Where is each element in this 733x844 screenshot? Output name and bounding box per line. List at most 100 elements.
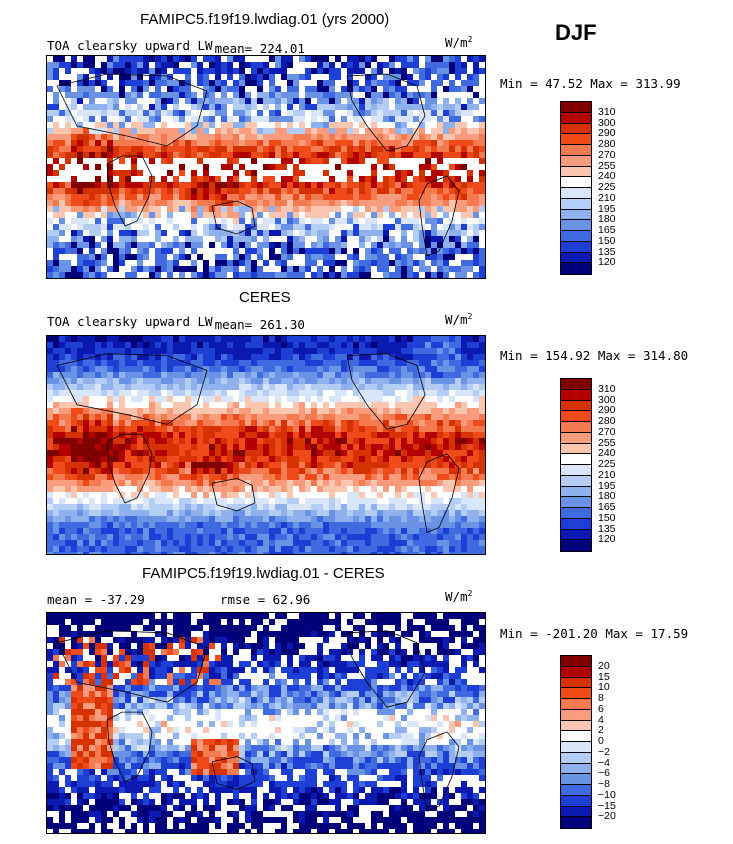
colorbar-tick-label: 195	[598, 202, 616, 215]
colorbar-tick-label: 225	[598, 181, 616, 193]
colorbar-tick-label: 180	[598, 213, 616, 226]
colorbar-tick-label: 165	[598, 224, 616, 236]
colorbar-tick-label: −10	[598, 788, 616, 801]
colorbar-tick-label: 150	[598, 234, 616, 247]
colorbar-tick-label: −4	[598, 756, 610, 769]
colorbar-box	[561, 508, 591, 519]
colorbar-tick-label: 120	[598, 256, 616, 269]
colorbar-tick-label: 4	[598, 713, 604, 726]
colorbar-box	[561, 752, 591, 764]
colorbar-tick-label: −6	[598, 767, 610, 780]
colorbar-box	[561, 379, 591, 390]
colorbar-tick-label: 210	[598, 191, 616, 204]
colorbar-tick-label: 310	[598, 105, 616, 118]
colorbar-box	[561, 263, 591, 274]
colorbar-box	[561, 785, 591, 796]
colorbar-box	[561, 422, 591, 433]
colorbar-box	[561, 123, 591, 135]
colorbar-box	[561, 529, 591, 541]
panel2-field: TOA clearsky upward LW	[47, 314, 213, 329]
colorbar-tick-label: 195	[598, 479, 616, 492]
colorbar-box	[561, 443, 591, 455]
colorbar-box	[561, 720, 591, 732]
colorbar-tick-label: 280	[598, 138, 616, 150]
panel2-colorbar	[560, 378, 592, 552]
colorbar-tick-label: 240	[598, 170, 616, 183]
colorbar-tick-label: 240	[598, 447, 616, 460]
colorbar-tick-label: 225	[598, 458, 616, 470]
panel1-field-label: TOA clearsky upward LW mean= 224.01	[47, 39, 305, 56]
colorbar-box	[561, 241, 591, 253]
panel1-mean: mean= 224.01	[214, 41, 305, 56]
colorbar-tick-label: 270	[598, 425, 616, 438]
colorbar-box	[561, 688, 591, 699]
colorbar-tick-label: 290	[598, 127, 616, 140]
colorbar-box	[561, 188, 591, 199]
panel2-mean: mean= 261.30	[214, 317, 305, 332]
panel1-map	[46, 55, 486, 279]
colorbar-box	[561, 486, 591, 498]
colorbar-tick-label: 10	[598, 681, 610, 694]
panel1-title: FAMIPC5.f19f19.lwdiag.01 (yrs 2000)	[140, 11, 390, 28]
colorbar-tick-label: 15	[598, 670, 610, 683]
colorbar-box	[561, 134, 591, 145]
colorbar-tick-label: 255	[598, 159, 616, 172]
panel2-units: W/m2	[445, 312, 473, 328]
panel1-colorbar	[560, 101, 592, 275]
colorbar-tick-label: 6	[598, 702, 604, 715]
colorbar-tick-label: −2	[598, 745, 610, 758]
colorbar-tick-label: 300	[598, 116, 616, 129]
colorbar-box	[561, 112, 591, 124]
colorbar-tick-label: 135	[598, 245, 616, 258]
panel3-colorbar	[560, 655, 592, 829]
colorbar-box	[561, 220, 591, 231]
season-label: DJF	[555, 20, 597, 45]
colorbar-box	[561, 540, 591, 551]
panel1-field-plot	[47, 56, 485, 278]
colorbar-box	[561, 497, 591, 508]
colorbar-tick-label: 0	[598, 735, 604, 747]
panel1-minmax: Min = 47.52 Max = 313.99	[500, 76, 681, 91]
colorbar-tick-label: 300	[598, 393, 616, 406]
colorbar-box	[561, 209, 591, 221]
colorbar-tick-label: 210	[598, 468, 616, 481]
panel3-rmse: rmse = 62.96	[220, 592, 311, 607]
colorbar-tick-label: 135	[598, 522, 616, 535]
colorbar-tick-label: 2	[598, 724, 604, 737]
panel2-field-plot	[47, 336, 485, 554]
colorbar-tick-label: 20	[598, 659, 610, 672]
panel3-map	[46, 612, 486, 834]
colorbar-tick-label: 8	[598, 692, 604, 704]
colorbar-tick-label: −15	[598, 799, 616, 812]
colorbar-box	[561, 742, 591, 753]
colorbar-tick-label: 255	[598, 436, 616, 449]
panel2-field-label: TOA clearsky upward LW mean= 261.30	[47, 314, 305, 332]
colorbar-box	[561, 102, 591, 113]
colorbar-tick-label: −8	[598, 778, 610, 790]
colorbar-tick-label: 280	[598, 415, 616, 427]
panel3-minmax: Min = -201.20 Max = 17.59	[500, 626, 689, 641]
colorbar-box	[561, 731, 591, 742]
colorbar-box	[561, 465, 591, 476]
colorbar-box	[561, 166, 591, 178]
colorbar-box	[561, 666, 591, 678]
colorbar-box	[561, 432, 591, 444]
colorbar-tick-label: −20	[598, 810, 616, 823]
panel2-minmax: Min = 154.92 Max = 314.80	[500, 348, 689, 363]
colorbar-tick-label: 150	[598, 511, 616, 524]
colorbar-box	[561, 454, 591, 465]
colorbar-box	[561, 699, 591, 710]
colorbar-box	[561, 817, 591, 828]
panel3-units: W/m2	[445, 589, 473, 605]
colorbar-box	[561, 231, 591, 242]
colorbar-box	[561, 795, 591, 807]
colorbar-tick-label: 290	[598, 404, 616, 417]
colorbar-box	[561, 389, 591, 401]
colorbar-box	[561, 656, 591, 667]
colorbar-box	[561, 155, 591, 167]
colorbar-box	[561, 774, 591, 785]
colorbar-box	[561, 400, 591, 412]
colorbar-box	[561, 252, 591, 264]
colorbar-box	[561, 475, 591, 487]
panel2-title: CERES	[239, 289, 291, 306]
